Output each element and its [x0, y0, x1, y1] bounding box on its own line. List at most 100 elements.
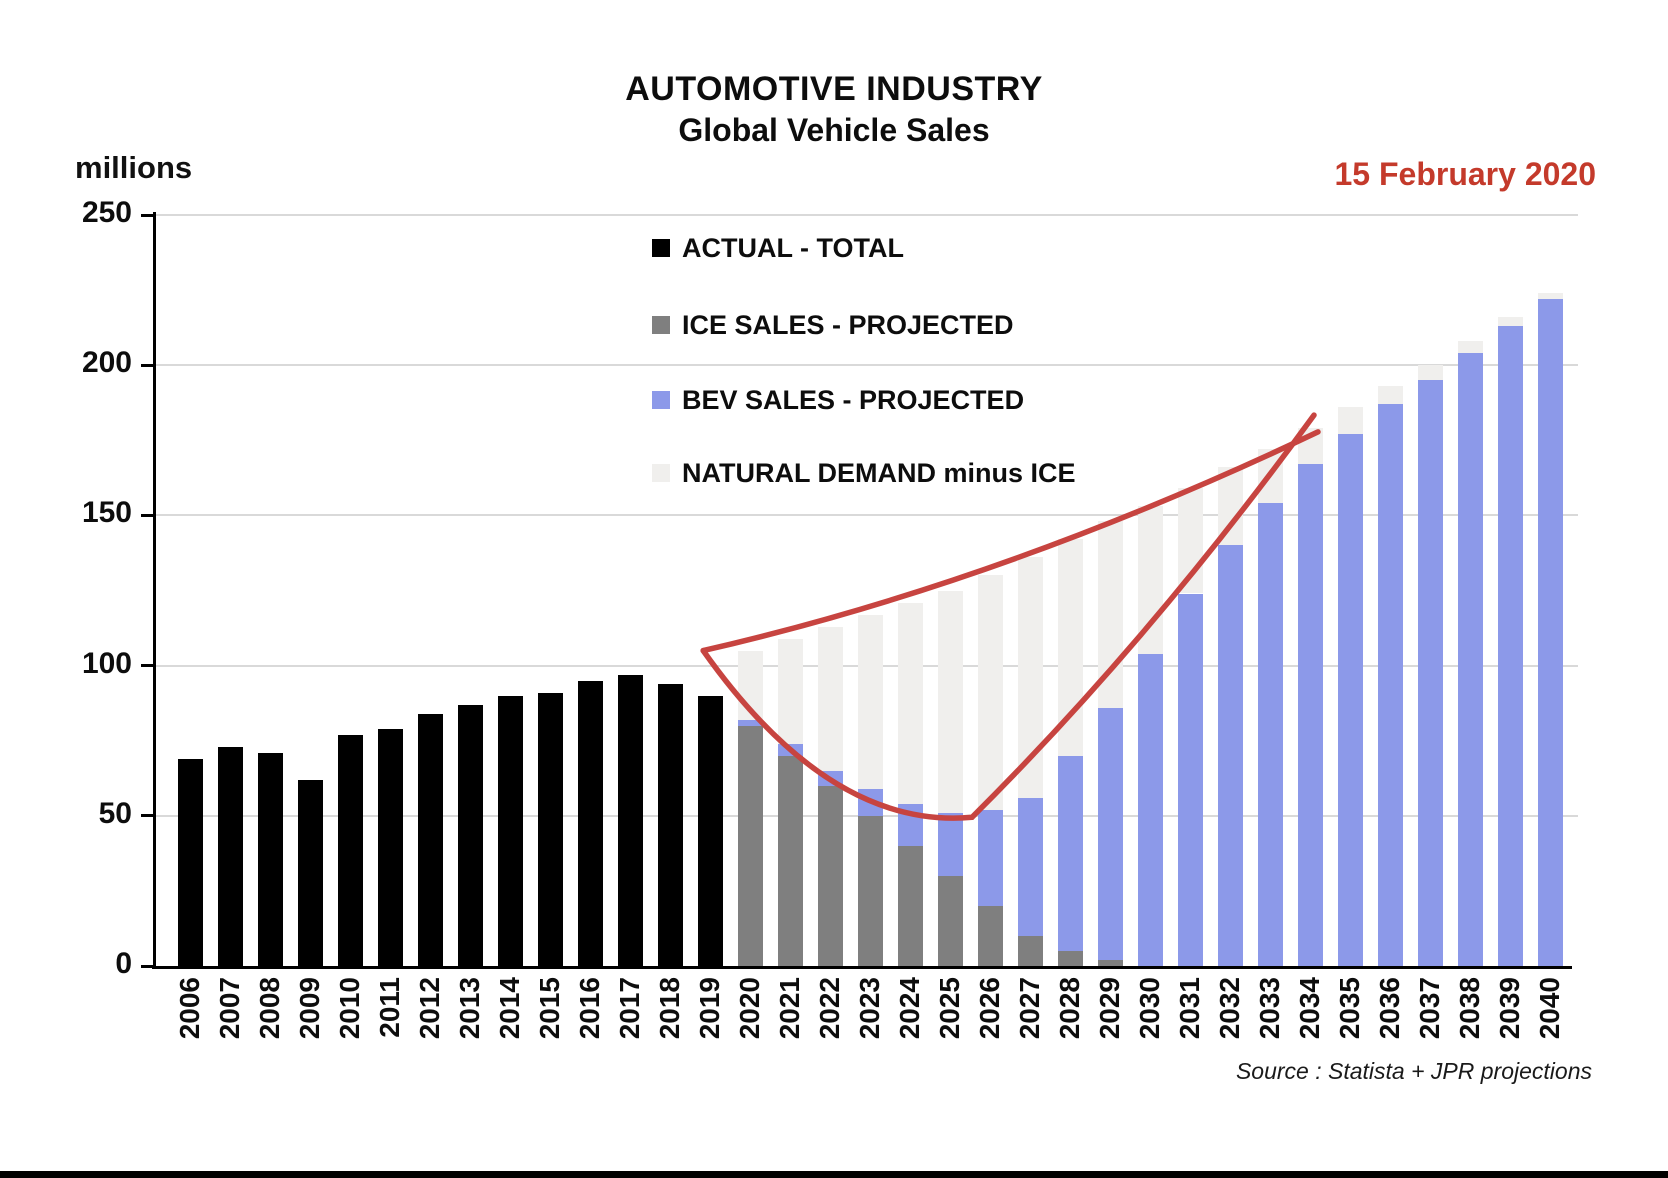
bar-demand-cap-2037: [1417, 365, 1443, 381]
x-axis-label-2034: 2034: [1294, 977, 1325, 1040]
bar-actual-2012: [417, 713, 443, 966]
bar-bev-2022: [817, 770, 843, 786]
bar-actual-2015: [537, 692, 563, 966]
bar-actual-2010: [337, 734, 363, 966]
x-axis-label-2033: 2033: [1254, 977, 1285, 1040]
bar-actual-2018: [657, 683, 683, 966]
legend-label-natural-demand-minus-ice: NATURAL DEMAND minus ICE: [682, 457, 1076, 488]
y-axis-unit-label: millions: [75, 150, 193, 185]
bar-ice-2021: [777, 755, 803, 966]
x-axis-label-2020: 2020: [734, 977, 765, 1040]
gridline-200: [155, 364, 1578, 367]
source-label: Source : Statista + JPR projections: [1235, 1058, 1592, 1084]
bar-bev-2031: [1177, 593, 1203, 966]
bar-bev-2032: [1217, 545, 1243, 966]
x-axis-label-2017: 2017: [614, 977, 645, 1040]
bar-actual-2011: [377, 728, 403, 966]
bar-actual-2014: [497, 695, 523, 966]
legend-swatch-natural-demand-minus-ice: [652, 464, 670, 482]
bar-demand-cap-2039: [1497, 317, 1523, 327]
gridline-250: [155, 214, 1578, 216]
bar-demand-cap-2025: [937, 590, 963, 813]
bar-bev-2038: [1457, 353, 1483, 966]
legend-swatch-bev-sales-projected: [652, 391, 670, 409]
bar-actual-2017: [617, 674, 643, 966]
bar-demand-cap-2026: [977, 575, 1003, 810]
legend-item-ice-sales-projected: ICE SALES - PROJECTED: [652, 305, 1014, 345]
x-axis-label-2006: 2006: [174, 977, 205, 1040]
bar-demand-cap-2028: [1057, 539, 1083, 756]
bar-demand-cap-2031: [1177, 488, 1203, 594]
y-tick-label-250: 250: [81, 196, 132, 229]
x-axis-label-2031: 2031: [1174, 977, 1205, 1040]
x-axis-label-2026: 2026: [974, 977, 1005, 1040]
bar-actual-2007: [217, 746, 243, 966]
y-tick-mark-250: [141, 213, 153, 217]
y-tick-mark-100: [141, 664, 153, 668]
y-axis-line: [153, 212, 156, 969]
bar-ice-2022: [817, 785, 843, 966]
bar-demand-cap-2032: [1217, 467, 1243, 546]
x-axis-label-2009: 2009: [294, 977, 325, 1040]
x-axis-label-2037: 2037: [1414, 977, 1445, 1040]
bar-demand-cap-2033: [1257, 449, 1283, 504]
bar-bev-2036: [1377, 404, 1403, 966]
bar-actual-2008: [257, 752, 283, 966]
x-axis-label-2011: 2011: [374, 977, 405, 1038]
legend-swatch-actual-total: [652, 239, 670, 257]
bar-demand-cap-2022: [817, 626, 843, 771]
bar-bev-2023: [857, 788, 883, 816]
bar-demand-cap-2038: [1457, 341, 1483, 354]
bar-bev-2025: [937, 812, 963, 876]
x-axis-label-2040: 2040: [1534, 977, 1565, 1040]
bar-actual-2009: [297, 779, 323, 966]
y-tick-label-150: 150: [81, 496, 132, 530]
bar-demand-cap-2040: [1537, 293, 1563, 300]
x-axis-label-2023: 2023: [854, 977, 885, 1040]
x-axis-label-2036: 2036: [1374, 977, 1405, 1040]
x-axis-label-2008: 2008: [254, 977, 285, 1040]
x-axis-label-2030: 2030: [1134, 977, 1165, 1040]
bar-demand-cap-2035: [1337, 407, 1363, 435]
bar-ice-2029: [1097, 959, 1123, 966]
bar-demand-cap-2029: [1097, 521, 1123, 708]
bar-demand-cap-2023: [857, 614, 883, 789]
x-axis-label-2032: 2032: [1214, 977, 1245, 1040]
y-tick-mark-150: [141, 513, 153, 517]
chart-title: AUTOMOTIVE INDUSTRY: [625, 70, 1043, 108]
bar-bev-2021: [777, 743, 803, 756]
bar-bev-2029: [1097, 707, 1123, 960]
bar-demand-cap-2034: [1297, 428, 1323, 465]
x-axis-line: [152, 966, 1572, 969]
x-axis-label-2018: 2018: [654, 977, 685, 1040]
x-axis-label-2013: 2013: [454, 977, 485, 1040]
x-axis-label-2027: 2027: [1014, 977, 1045, 1040]
bar-bev-2020: [737, 719, 763, 726]
bar-demand-cap-2021: [777, 638, 803, 744]
legend-item-actual-total: ACTUAL - TOTAL: [652, 228, 904, 268]
bar-demand-cap-2036: [1377, 386, 1403, 405]
legend-label-bev-sales-projected: BEV SALES - PROJECTED: [682, 384, 1025, 415]
bar-ice-2027: [1017, 935, 1043, 966]
bar-ice-2024: [897, 845, 923, 966]
x-axis-label-2029: 2029: [1094, 977, 1125, 1040]
legend-label-actual-total: ACTUAL - TOTAL: [682, 232, 904, 263]
x-axis-label-2007: 2007: [214, 977, 245, 1040]
legend-swatch-ice-sales-projected: [652, 316, 670, 334]
x-axis-label-2021: 2021: [774, 977, 805, 1040]
x-axis-label-2028: 2028: [1054, 977, 1085, 1040]
bar-actual-2013: [457, 704, 483, 966]
y-tick-mark-0: [141, 964, 153, 968]
chart-subtitle: Global Vehicle Sales: [678, 112, 990, 148]
x-axis-label-2010: 2010: [334, 977, 365, 1040]
bar-bev-2035: [1337, 434, 1363, 966]
bar-bev-2030: [1137, 653, 1163, 966]
y-tick-label-100: 100: [81, 646, 132, 680]
date-label: 15 February 2020: [1334, 156, 1597, 192]
bottom-border: [0, 1171, 1668, 1178]
bar-bev-2037: [1417, 380, 1443, 966]
y-tick-mark-50: [141, 814, 153, 818]
y-tick-label-200: 200: [81, 346, 132, 380]
bar-demand-cap-2020: [737, 650, 763, 720]
y-tick-label-0: 0: [115, 947, 132, 980]
